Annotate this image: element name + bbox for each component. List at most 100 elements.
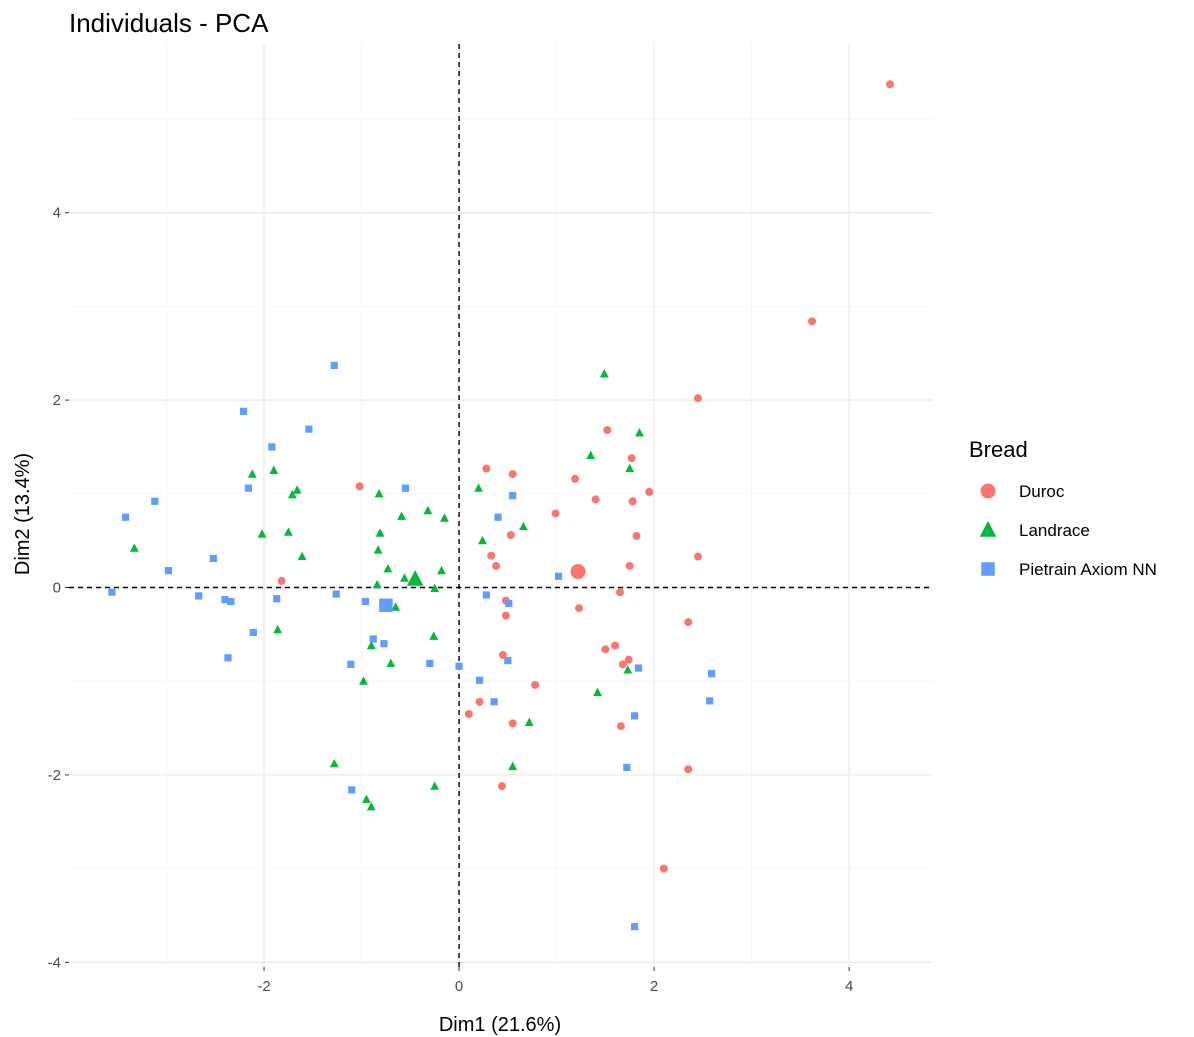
y-tick-label: -4 [48,954,61,971]
y-tick-label: 4 [53,205,61,222]
point-landrace [287,489,297,499]
point-landrace [257,529,267,538]
point-pietrain-axiom-nn [455,662,463,670]
point-duroc [808,317,817,326]
point-duroc [603,426,612,435]
point-pietrain-axiom-nn [426,659,434,667]
point-duroc [628,497,637,506]
point-pietrain-axiom-nn [227,597,235,606]
point-landrace [129,543,139,552]
point-duroc [492,561,501,570]
point-duroc [659,864,668,873]
point-duroc [497,782,506,791]
legend-label-duroc: Duroc [1019,482,1065,501]
y-tick-label: 0 [53,579,61,596]
point-pietrain-axiom-nn [273,595,281,603]
x-tick-label: 4 [845,978,853,995]
point-duroc [464,709,473,718]
point-pietrain-axiom-nn [630,712,639,720]
point-landrace [269,465,279,474]
point-landrace [292,485,302,494]
point-duroc [355,482,364,491]
point-landrace [273,624,283,634]
point-pietrain-axiom-nn [347,660,355,668]
point-duroc [625,561,634,570]
point-pietrain-axiom-nn [706,697,714,705]
point-pietrain-axiom-nn [224,654,232,662]
point-landrace [284,527,293,536]
centroid-pietrain-axiom-nn [379,598,393,613]
point-pietrain-axiom-nn [249,628,257,637]
point-landrace [297,551,307,561]
point-pietrain-axiom-nn [164,567,173,575]
point-landrace [375,528,385,537]
point-duroc [886,80,895,89]
centroid-duroc [570,564,586,580]
legend-label-landrace: Landrace [1019,521,1090,540]
point-duroc [508,470,517,479]
point-pietrain-axiom-nn [268,443,276,451]
point-landrace [397,511,406,520]
point-landrace [519,521,528,531]
point-landrace [372,579,382,589]
data-points [108,80,895,931]
point-pietrain-axiom-nn [490,698,498,706]
y-axis-title: Dim2 (13.4%) [12,453,34,575]
point-pietrain-axiom-nn [554,572,563,580]
point-landrace [524,717,534,727]
point-duroc [498,650,507,659]
point-landrace [437,565,446,575]
point-landrace [247,469,257,478]
point-pietrain-axiom-nn [369,635,377,643]
point-pietrain-axiom-nn [108,588,116,596]
point-duroc [645,487,654,496]
point-landrace [429,631,439,640]
point-pietrain-axiom-nn [494,513,502,521]
point-pietrain-axiom-nn [244,484,253,492]
point-pietrain-axiom-nn [504,656,512,665]
x-tick-label: 2 [650,978,658,995]
axis-ticks: -2 0 2 4 -4 -2 0 2 4 [48,205,854,995]
point-pietrain-axiom-nn [209,554,217,563]
point-duroc [624,655,633,664]
point-duroc [632,531,641,540]
point-landrace [359,676,368,685]
y-tick-label: -2 [48,767,61,784]
point-landrace [362,794,371,803]
point-duroc [684,618,693,627]
point-pietrain-axiom-nn [348,786,356,794]
point-landrace [430,583,440,593]
point-landrace [366,640,376,650]
point-landrace [440,513,449,522]
point-landrace [430,781,440,790]
point-duroc [611,641,620,650]
point-duroc [591,495,600,504]
point-duroc [601,645,610,654]
point-pietrain-axiom-nn [623,763,631,772]
point-landrace [391,602,401,611]
point-landrace [593,687,602,697]
point-pietrain-axiom-nn [221,596,229,604]
point-duroc [531,680,540,689]
point-landrace [329,758,339,768]
point-duroc [615,588,624,597]
point-landrace [599,369,609,378]
point-duroc [627,454,636,463]
point-landrace [623,665,633,674]
legend-key-landrace [979,521,997,537]
point-landrace [373,545,383,554]
point-pietrain-axiom-nn [708,670,716,678]
point-landrace [478,535,487,545]
point-duroc [693,552,702,561]
centroid-landrace [406,570,424,586]
x-tick-label: -2 [257,978,270,995]
point-duroc [684,765,693,774]
point-pietrain-axiom-nn [332,590,340,598]
reference-lines [69,44,932,967]
point-duroc [574,604,583,613]
point-pietrain-axiom-nn [475,676,484,684]
point-pietrain-axiom-nn [195,592,203,600]
point-pietrain-axiom-nn [509,492,517,500]
point-pietrain-axiom-nn [401,484,410,492]
